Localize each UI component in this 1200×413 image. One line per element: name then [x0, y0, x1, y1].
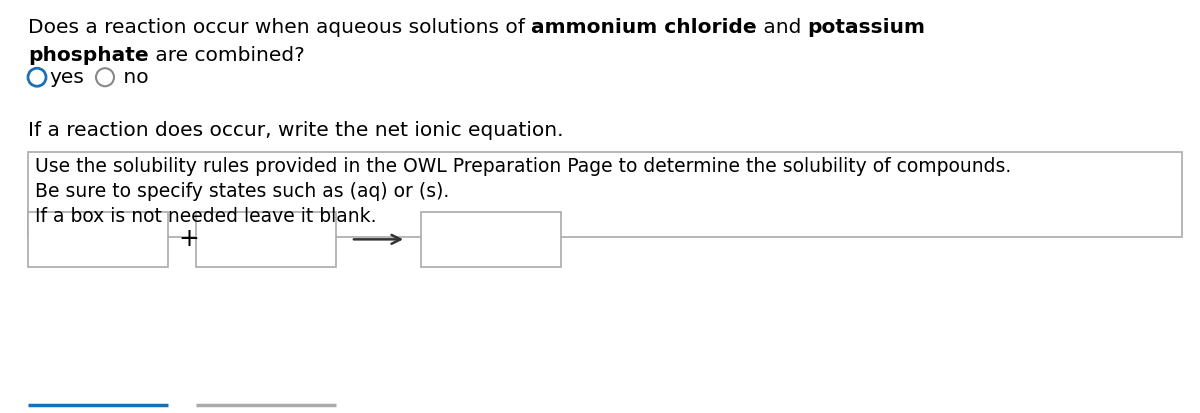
Text: Use the solubility rules provided in the OWL Preparation Page to determine the s: Use the solubility rules provided in the…	[35, 157, 1012, 176]
Bar	[28, 212, 168, 267]
Text: and: and	[757, 18, 808, 37]
Text: are combined?: are combined?	[149, 45, 305, 64]
Text: potassium: potassium	[808, 18, 925, 37]
Bar	[421, 212, 562, 267]
Text: If a box is not needed leave it blank.: If a box is not needed leave it blank.	[35, 206, 377, 225]
Text: If a reaction does occur, write the net ionic equation.: If a reaction does occur, write the net …	[28, 121, 564, 140]
Bar	[196, 212, 336, 267]
Text: Be sure to specify states such as (aq) or (s).: Be sure to specify states such as (aq) o…	[35, 182, 449, 201]
Text: phosphate: phosphate	[28, 45, 149, 64]
Bar	[28, 152, 1182, 237]
Text: +: +	[178, 227, 199, 252]
Text: yes: yes	[49, 68, 84, 87]
Text: Does a reaction occur when aqueous solutions of: Does a reaction occur when aqueous solut…	[28, 18, 532, 37]
Text: ammonium chloride: ammonium chloride	[532, 18, 757, 37]
Text: no: no	[118, 68, 149, 87]
